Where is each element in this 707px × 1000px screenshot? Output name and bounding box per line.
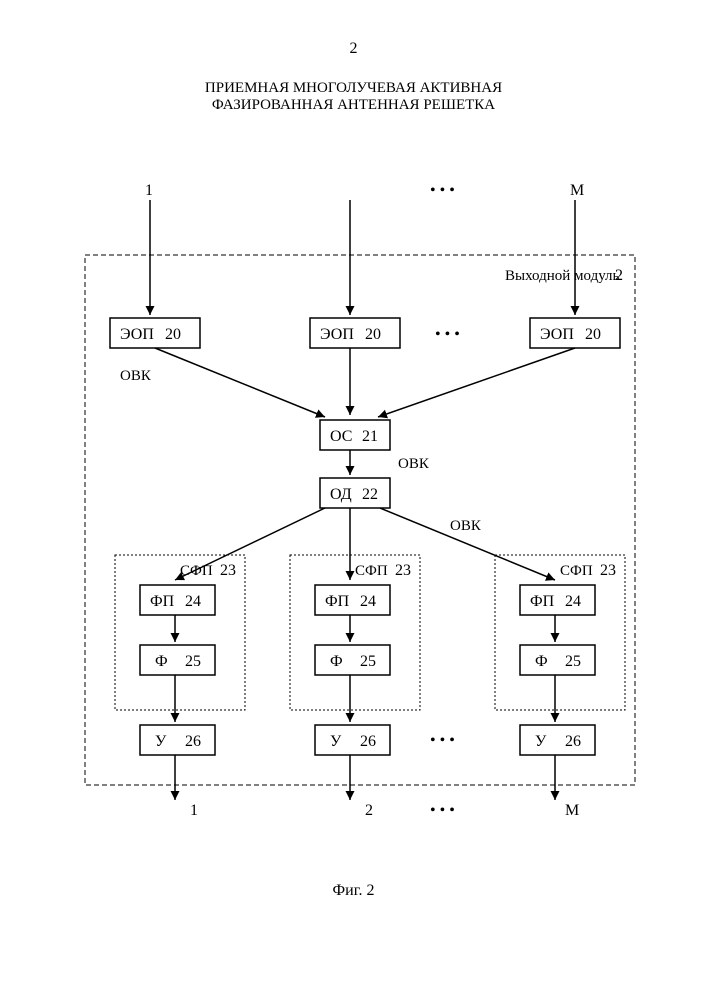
output-label-1: 1: [190, 802, 198, 819]
module-number: 2: [615, 267, 623, 284]
fp-label-3: ФП: [530, 593, 555, 610]
f-num-3: 25: [565, 653, 581, 670]
f-num-1: 25: [185, 653, 201, 670]
input-label-1: 1: [145, 182, 153, 199]
diagram-svg: 1 • • • M Выходной модуль 2 ЭОП 20 ЭОП 2…: [0, 0, 707, 1000]
sfp-label-3: СФП: [560, 563, 593, 579]
f-label-3: Ф: [535, 653, 548, 670]
sfp-num-2: 23: [395, 562, 411, 579]
u-ellipsis: • • •: [430, 732, 455, 749]
fp-num-2: 24: [360, 593, 376, 610]
fp-num-3: 24: [565, 593, 581, 610]
fp-label-1: ФП: [150, 593, 175, 610]
output-ellipsis: • • •: [430, 802, 455, 819]
eop-label-2: ЭОП: [320, 326, 354, 343]
ovk-label-1: ОВК: [120, 368, 152, 384]
u-num-2: 26: [360, 733, 376, 750]
oc-num: 21: [362, 428, 378, 445]
u-label-2: У: [330, 733, 342, 750]
f-num-2: 25: [360, 653, 376, 670]
sfp-label-2: СФП: [355, 563, 388, 579]
oc-label: ОС: [330, 428, 352, 445]
fp-label-2: ФП: [325, 593, 350, 610]
input-ellipsis: • • •: [430, 182, 455, 199]
u-box-1: [140, 725, 215, 755]
ovk-label-2: ОВК: [398, 456, 430, 472]
f-label-2: Ф: [330, 653, 343, 670]
module-label: Выходной модуль: [505, 268, 620, 284]
sfp-num-3: 23: [600, 562, 616, 579]
ovk-label-3: ОВК: [450, 518, 482, 534]
sfp-num-1: 23: [220, 562, 236, 579]
u-label-3: У: [535, 733, 547, 750]
f-label-1: Ф: [155, 653, 168, 670]
f-box-2: [315, 645, 390, 675]
output-label-2: 2: [365, 802, 373, 819]
od-num: 22: [362, 486, 378, 503]
fp-num-1: 24: [185, 593, 201, 610]
eop-num-3: 20: [585, 326, 601, 343]
eop-label-1: ЭОП: [120, 326, 154, 343]
u-num-3: 26: [565, 733, 581, 750]
eop-num-1: 20: [165, 326, 181, 343]
figure-label: Фиг. 2: [333, 882, 375, 900]
f-box-3: [520, 645, 595, 675]
u-box-3: [520, 725, 595, 755]
eop-num-2: 20: [365, 326, 381, 343]
eop-label-3: ЭОП: [540, 326, 574, 343]
u-label-1: У: [155, 733, 167, 750]
f-box-1: [140, 645, 215, 675]
u-box-2: [315, 725, 390, 755]
eop-ellipsis: • • •: [435, 326, 460, 343]
input-label-m: M: [570, 182, 584, 199]
u-num-1: 26: [185, 733, 201, 750]
output-label-m: M: [565, 802, 579, 819]
sfp-label-1: СФП: [180, 563, 213, 579]
od-label: ОД: [330, 486, 352, 503]
